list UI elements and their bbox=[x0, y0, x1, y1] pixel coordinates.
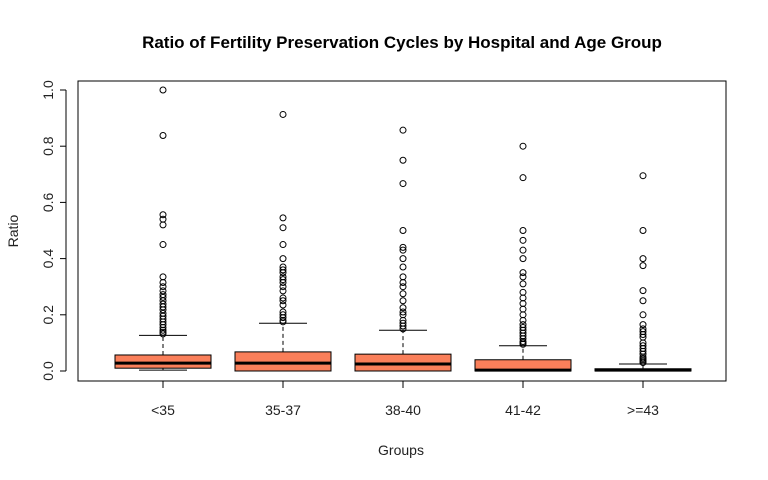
outlier-point bbox=[519, 255, 527, 263]
outlier-point bbox=[639, 255, 647, 263]
outlier-point bbox=[639, 359, 647, 367]
outlier-point bbox=[639, 297, 647, 305]
outlier-point bbox=[639, 287, 647, 295]
outlier-point bbox=[279, 318, 287, 326]
outlier-point bbox=[519, 227, 527, 234]
outlier-point bbox=[399, 263, 407, 271]
outlier-point bbox=[519, 300, 527, 308]
y-axis-label: Ratio bbox=[5, 214, 21, 247]
box-group bbox=[594, 172, 692, 372]
outlier-point bbox=[279, 278, 287, 286]
outlier-point bbox=[159, 241, 167, 249]
boxes-layer bbox=[114, 86, 692, 372]
x-axis: <35 35-37 38-40 41-42 >=43 bbox=[151, 380, 659, 418]
outlier-point bbox=[159, 215, 167, 223]
outlier-point bbox=[279, 214, 287, 222]
outlier-point bbox=[639, 321, 647, 329]
outlier-point bbox=[519, 340, 527, 348]
outlier-point bbox=[399, 227, 407, 234]
outlier-point bbox=[279, 110, 287, 118]
outlier-point bbox=[639, 227, 647, 234]
outlier-point bbox=[519, 311, 527, 319]
outlier-point bbox=[159, 330, 167, 338]
outlier-point bbox=[279, 314, 287, 322]
plot-frame bbox=[77, 80, 727, 382]
outlier-point bbox=[159, 86, 167, 94]
outlier-point bbox=[519, 316, 527, 324]
x-tick-label: 38-40 bbox=[385, 402, 421, 418]
box-iqr bbox=[234, 351, 332, 372]
outlier-point bbox=[279, 224, 287, 232]
outlier-point bbox=[399, 156, 407, 164]
outlier-point bbox=[399, 283, 407, 291]
y-tick-label: 0.4 bbox=[40, 249, 56, 269]
outlier-point bbox=[279, 287, 287, 295]
outlier-point bbox=[639, 172, 647, 180]
outlier-point bbox=[519, 280, 527, 288]
outlier-point bbox=[279, 301, 287, 309]
outlier-point bbox=[519, 294, 527, 302]
y-tick-label: 0.8 bbox=[40, 136, 56, 156]
outlier-point bbox=[159, 326, 167, 334]
outlier-point bbox=[519, 236, 527, 244]
outlier-point bbox=[519, 174, 527, 182]
x-tick-label: 35-37 bbox=[265, 402, 301, 418]
box-group bbox=[234, 110, 332, 372]
box-iqr bbox=[114, 354, 212, 369]
outlier-point bbox=[519, 288, 527, 296]
y-tick-label: 0.2 bbox=[40, 305, 56, 325]
outlier-point bbox=[399, 290, 407, 298]
outlier-point bbox=[519, 246, 527, 254]
outlier-point bbox=[399, 297, 407, 305]
outlier-point bbox=[279, 297, 287, 305]
outlier-point bbox=[279, 255, 287, 263]
outlier-point bbox=[279, 269, 287, 277]
x-axis-label: Groups bbox=[378, 442, 424, 458]
box-group bbox=[474, 142, 572, 372]
outlier-point bbox=[159, 278, 167, 286]
outlier-point bbox=[399, 255, 407, 263]
x-tick-label: >=43 bbox=[627, 402, 659, 418]
outlier-point bbox=[519, 273, 527, 281]
box-group bbox=[354, 126, 452, 372]
x-tick-label: <35 bbox=[151, 402, 175, 418]
outlier-point bbox=[279, 294, 287, 302]
y-tick-label: 0.6 bbox=[40, 192, 56, 212]
chart-title: Ratio of Fertility Preservation Cycles b… bbox=[142, 33, 662, 52]
outlier-point bbox=[639, 330, 647, 338]
outlier-point bbox=[399, 322, 407, 330]
outlier-point bbox=[519, 269, 527, 277]
outlier-point bbox=[399, 308, 407, 316]
outlier-point bbox=[279, 241, 287, 249]
outlier-point bbox=[639, 262, 647, 270]
outlier-point bbox=[399, 246, 407, 254]
box-group bbox=[114, 86, 212, 371]
outlier-point bbox=[639, 311, 647, 319]
outlier-point bbox=[399, 304, 407, 312]
outlier-point bbox=[159, 211, 167, 219]
outlier-point bbox=[159, 273, 167, 281]
x-tick-label: 41-42 bbox=[505, 402, 541, 418]
y-tick-label: 0.0 bbox=[40, 361, 56, 381]
outlier-point bbox=[159, 293, 167, 301]
outlier-point bbox=[399, 243, 407, 251]
outlier-point bbox=[519, 142, 527, 150]
outlier-point bbox=[159, 283, 167, 291]
outlier-point bbox=[279, 283, 287, 291]
outlier-point bbox=[399, 325, 407, 333]
outlier-point bbox=[399, 180, 407, 188]
y-axis: 0.0 0.2 0.4 0.6 0.8 1.0 bbox=[40, 80, 67, 381]
outlier-point bbox=[279, 266, 287, 274]
outlier-point bbox=[399, 273, 407, 281]
outlier-point bbox=[399, 126, 407, 134]
outlier-point bbox=[399, 278, 407, 286]
outlier-point bbox=[519, 305, 527, 313]
outlier-point bbox=[279, 276, 287, 284]
y-tick-label: 1.0 bbox=[40, 80, 56, 100]
outlier-point bbox=[159, 221, 167, 229]
outlier-point bbox=[159, 132, 167, 140]
